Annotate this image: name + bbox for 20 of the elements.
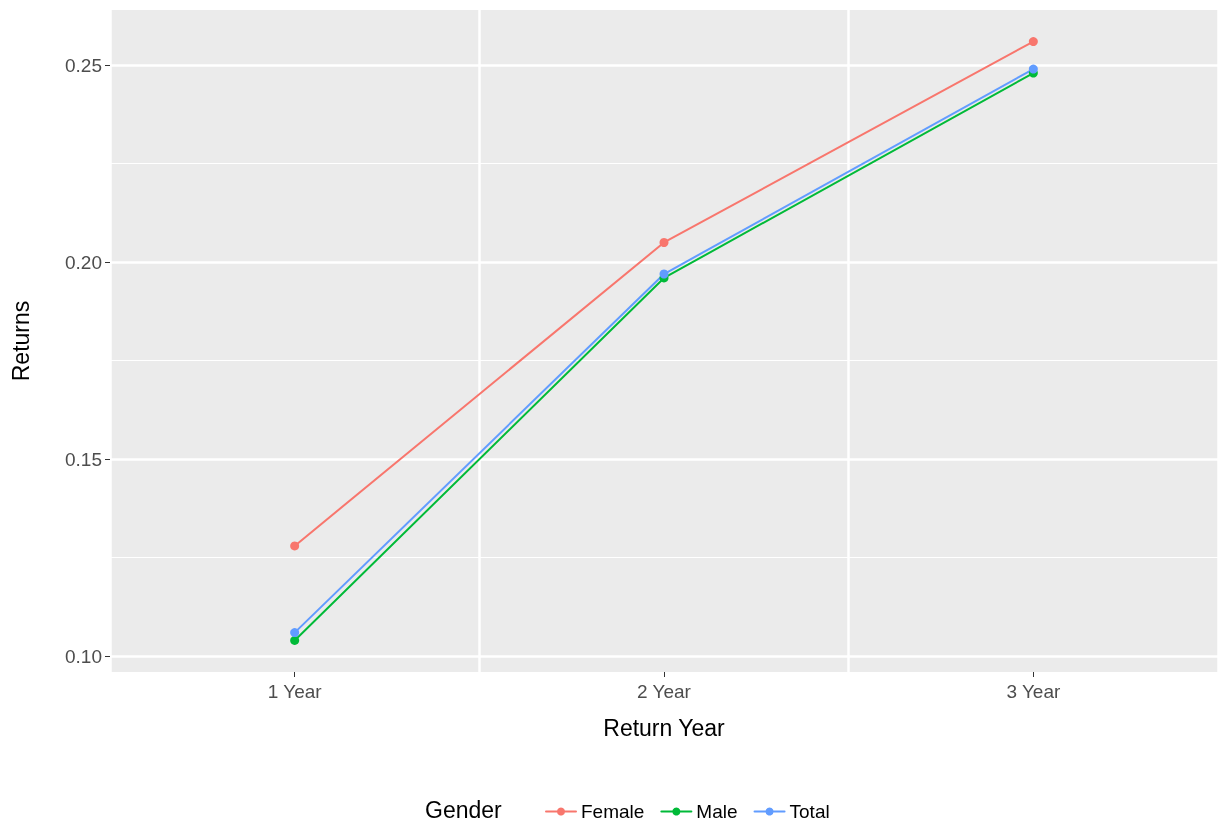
point: [290, 628, 300, 638]
legend-title: Gender: [425, 796, 503, 823]
legend-label: Female: [581, 801, 645, 822]
point: [1028, 37, 1038, 47]
legend-label: Male: [696, 801, 738, 822]
legend-label: Total: [789, 801, 830, 822]
y-tick-label: 0.20: [65, 251, 102, 273]
point: [659, 237, 669, 247]
y-axis-title: Returns: [7, 300, 34, 382]
point: [659, 269, 669, 279]
point: [290, 635, 300, 645]
y-tick-label: 0.15: [65, 448, 102, 470]
x-axis-title: Return Year: [603, 714, 726, 741]
point: [290, 541, 300, 551]
y-tick-label: 0.25: [65, 54, 102, 76]
x-tick-label: 3 Year: [1006, 681, 1061, 702]
point: [1028, 64, 1038, 74]
y-tick-label: 0.10: [65, 645, 102, 667]
x-tick-label: 2 Year: [637, 681, 692, 702]
x-tick-label: 1 Year: [267, 681, 323, 702]
